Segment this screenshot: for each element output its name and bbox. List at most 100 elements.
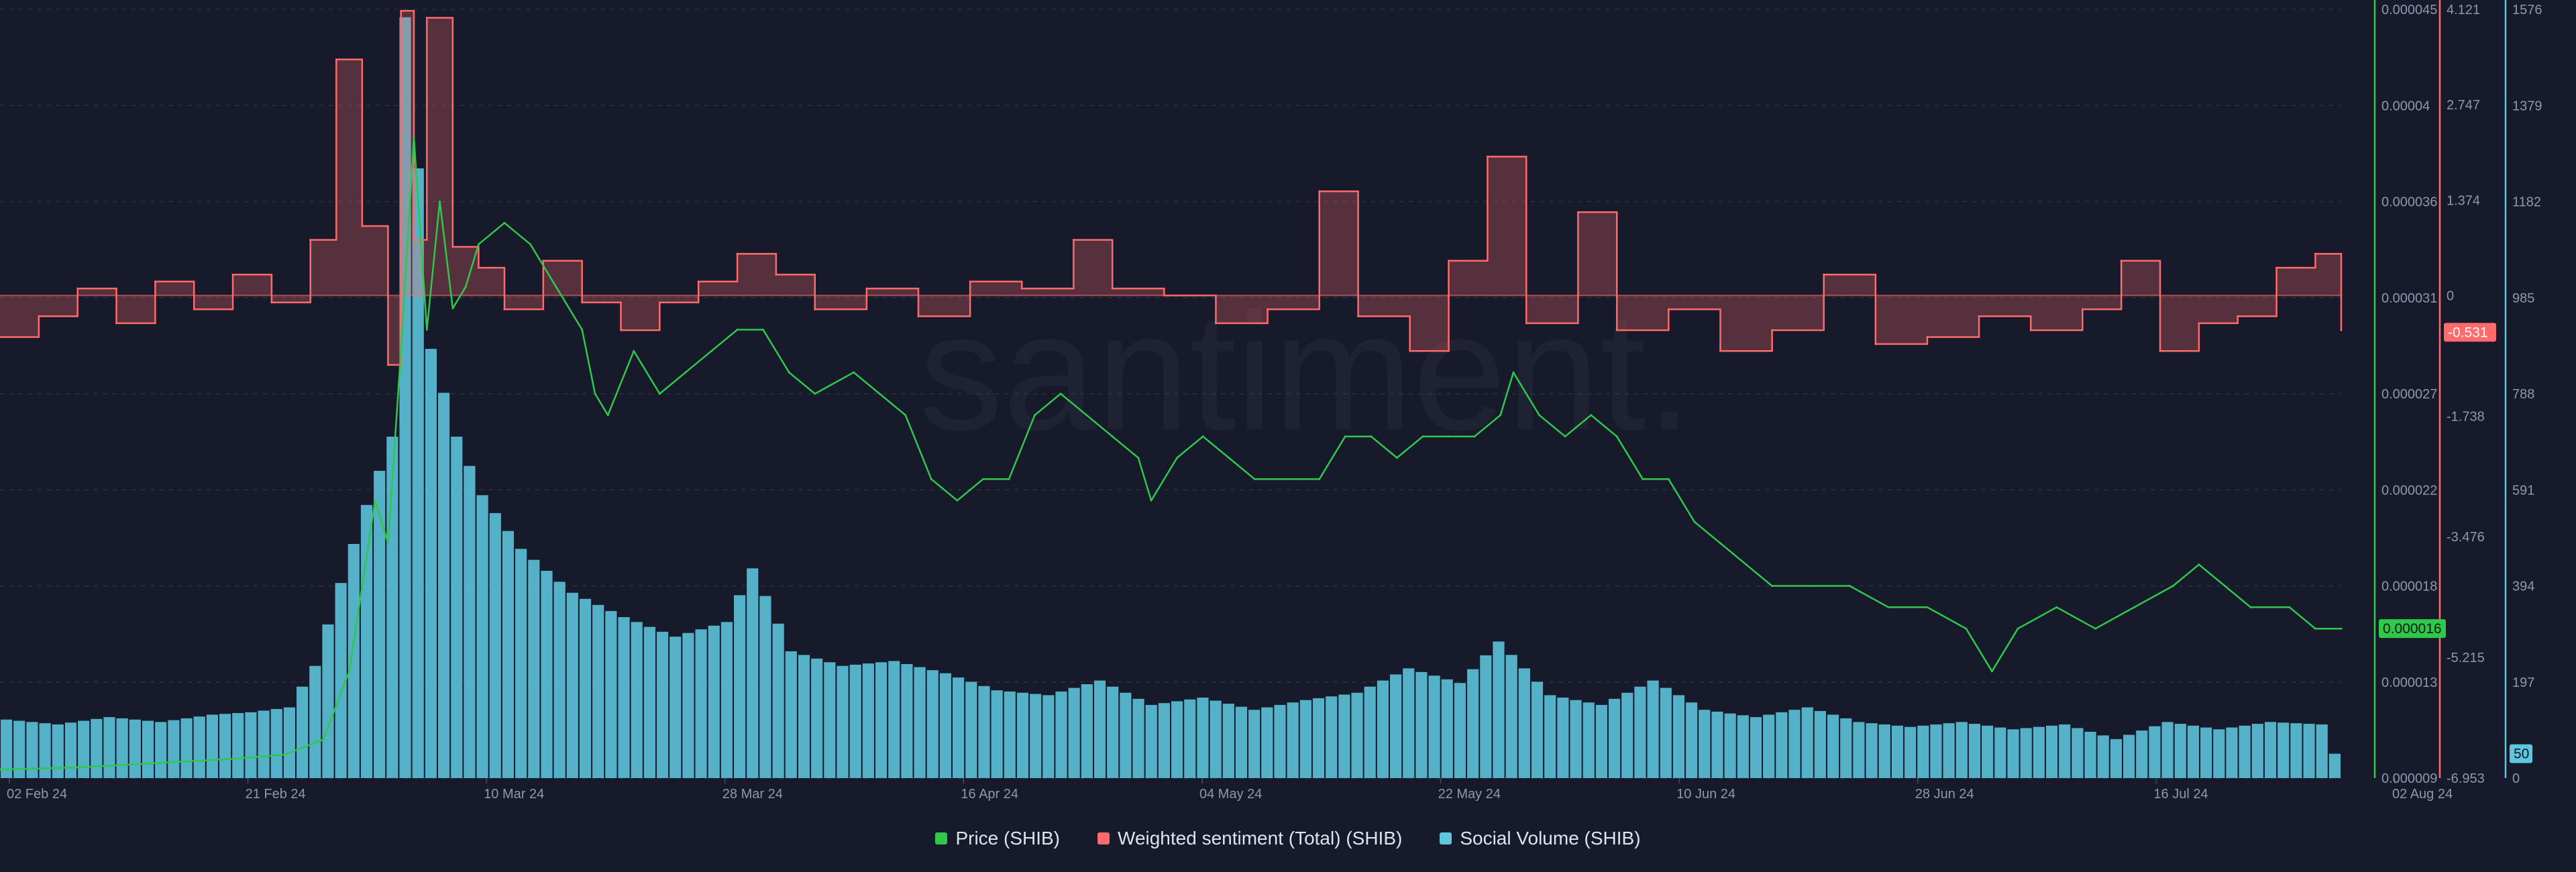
sentiment-point bbox=[581, 301, 584, 304]
social-volume-bar bbox=[489, 512, 501, 778]
social-volume-bar bbox=[2239, 725, 2251, 778]
social-volume-bar bbox=[2174, 724, 2186, 778]
sentiment-point bbox=[0, 336, 1, 339]
social-volume-bar bbox=[451, 436, 463, 778]
social-axis-tick-label: 1576 bbox=[2512, 3, 2542, 17]
price-point bbox=[361, 585, 364, 587]
sentiment-point bbox=[1926, 336, 1929, 339]
social-volume-bar bbox=[824, 662, 836, 778]
social-volume-bar bbox=[605, 610, 617, 778]
price-axis-tick-label: 0.000045 bbox=[2381, 3, 2437, 17]
social-volume-bar bbox=[1235, 706, 1248, 778]
social-volume-bar bbox=[2059, 724, 2071, 778]
sentiment-point bbox=[115, 322, 118, 325]
sentiment-point bbox=[1719, 349, 1721, 352]
social-volume-bar bbox=[1493, 641, 1505, 778]
social-volume-bar bbox=[1222, 704, 1234, 778]
price-point bbox=[2198, 563, 2200, 566]
sentiment-point bbox=[1072, 239, 1075, 241]
price-point bbox=[1719, 542, 1721, 545]
sentiment-point bbox=[2237, 315, 2239, 318]
social-volume-bar bbox=[708, 625, 720, 778]
price-point bbox=[439, 201, 441, 203]
sentiment-point bbox=[361, 225, 364, 227]
sentiment-point bbox=[2198, 322, 2200, 325]
price-point bbox=[1564, 435, 1566, 438]
social-volume-bar bbox=[1184, 699, 1196, 778]
social-volume-bar bbox=[1338, 694, 1350, 778]
social-volume-bar bbox=[1441, 679, 1453, 778]
x-tick-label: 21 Feb 24 bbox=[246, 787, 306, 802]
price-point bbox=[606, 414, 609, 417]
sentiment-point bbox=[193, 308, 195, 311]
price-point bbox=[1512, 371, 1515, 374]
sentiment-point bbox=[1667, 308, 1670, 311]
social-volume-bar bbox=[168, 720, 180, 778]
social-volume-bar bbox=[926, 670, 938, 778]
social-volume-bar bbox=[2110, 739, 2123, 778]
sentiment-axis-tick-label: 1.374 bbox=[2447, 193, 2480, 208]
axes: 02 Feb 24 21 Feb 24 10 Mar 24 28 Mar 24 16 A… bbox=[7, 0, 2542, 802]
price-point bbox=[2340, 627, 2343, 630]
social-volume-bar bbox=[1711, 711, 1723, 778]
social-volume-bar bbox=[2123, 734, 2135, 778]
social-volume-bar bbox=[1042, 695, 1055, 778]
price-point bbox=[1990, 670, 1993, 673]
price-point bbox=[1848, 585, 1851, 587]
price-point bbox=[154, 762, 156, 765]
price-point bbox=[1370, 435, 1373, 438]
price-point bbox=[1150, 499, 1152, 502]
price-point bbox=[1111, 435, 1114, 438]
social-axis-tick-label: 985 bbox=[2512, 291, 2534, 306]
social-volume-bar bbox=[939, 673, 952, 778]
price-point bbox=[1228, 457, 1230, 459]
price-axis-tick-label: 0.00004 bbox=[2381, 99, 2430, 113]
sentiment-point bbox=[2159, 349, 2161, 352]
price-point bbox=[1059, 392, 1062, 395]
price-point bbox=[451, 307, 454, 310]
price-point bbox=[904, 414, 907, 417]
legend-item-social-volume[interactable]: Social Volume (SHIB) bbox=[1440, 828, 1641, 849]
social-volume-bar bbox=[2303, 724, 2315, 778]
chart: santiment. 02 Feb 24 21 Feb 24 10 Mar 24 28… bbox=[0, 0, 2542, 802]
social-volume-bar bbox=[1904, 726, 1917, 778]
legend-label: Weighted sentiment (Total) (SHIB) bbox=[1118, 828, 1403, 849]
social-volume-bar bbox=[1814, 711, 1826, 778]
social-volume-bar bbox=[643, 626, 655, 778]
social-volume-bar bbox=[1853, 722, 1865, 778]
social-volume-bar bbox=[1955, 722, 1968, 778]
price-point bbox=[1615, 435, 1618, 438]
sentiment-point bbox=[542, 260, 545, 262]
social-volume-bar bbox=[2097, 735, 2109, 778]
social-volume-bar bbox=[1093, 680, 1106, 778]
social-volume-bar bbox=[2033, 726, 2045, 778]
social-volume-bar bbox=[2084, 731, 2096, 778]
social-current-badge: 50 bbox=[2514, 747, 2529, 762]
legend-item-sentiment[interactable]: Weighted sentiment (Total) (SHIB) bbox=[1097, 828, 1402, 849]
price-point bbox=[788, 371, 790, 374]
social-volume-bar bbox=[2187, 725, 2200, 778]
social-volume-bar bbox=[1672, 695, 1685, 778]
social-volume-bar bbox=[1299, 700, 1311, 778]
social-volume-bar bbox=[1570, 700, 1582, 778]
price-axis-tick-label: 0.000009 bbox=[2381, 771, 2437, 786]
social-volume-bar bbox=[2213, 729, 2225, 778]
social-volume-bar bbox=[1158, 703, 1170, 778]
social-volume-bar bbox=[412, 168, 424, 779]
sentiment-point bbox=[386, 364, 389, 366]
social-volume-bar bbox=[206, 714, 218, 778]
social-volume-bar bbox=[1776, 712, 1788, 778]
social-volume-bar bbox=[1840, 718, 1852, 778]
social-volume-bar bbox=[734, 595, 746, 778]
social-volume-bar bbox=[811, 658, 823, 778]
x-tick-label: 10 Jun 24 bbox=[1676, 787, 1735, 802]
sentiment-point bbox=[1214, 322, 1217, 325]
social-volume-bar bbox=[1968, 724, 1981, 778]
price-point bbox=[477, 243, 480, 246]
legend-item-price[interactable]: Price (SHIB) bbox=[935, 828, 1060, 849]
social-volume-bar bbox=[1287, 702, 1299, 778]
social-volume-bar bbox=[2316, 724, 2328, 778]
social-volume-bar bbox=[1943, 723, 1955, 778]
social-volume-bar bbox=[1454, 683, 1466, 778]
social-volume-bar bbox=[2072, 728, 2084, 778]
